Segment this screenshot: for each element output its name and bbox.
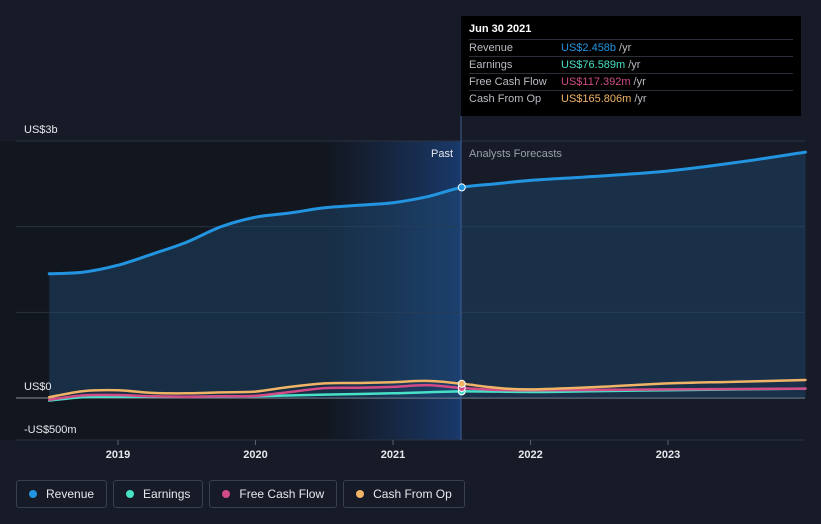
tooltip-unit: /yr xyxy=(634,93,647,105)
series-line-revenue xyxy=(47,150,807,276)
marker-revenue xyxy=(457,183,466,192)
legend-item-cash-from-op[interactable]: Cash From Op xyxy=(343,480,465,508)
chart-legend: Revenue Earnings Free Cash Flow Cash Fro… xyxy=(16,480,465,508)
legend-dot-icon xyxy=(126,490,135,498)
current-markers xyxy=(457,183,466,396)
x-tick-label: 2020 xyxy=(243,449,267,461)
marker-cash-from-op xyxy=(457,379,466,388)
past-label: Past xyxy=(431,148,453,160)
tooltip-label: Free Cash Flow xyxy=(469,76,547,88)
tooltip-value: US$2.458b xyxy=(561,42,617,54)
legend-dot-icon xyxy=(222,490,231,498)
series-lines-layer xyxy=(47,150,807,402)
tooltip-value: US$117.392m xyxy=(561,76,631,88)
legend-item-revenue[interactable]: Revenue xyxy=(16,480,108,508)
revenue-area-layer xyxy=(49,152,806,398)
data-tooltip: Jun 30 2021 Revenue US$2.458b /yr Earnin… xyxy=(461,16,801,116)
legend-dot-icon xyxy=(29,490,37,498)
legend-item-earnings[interactable]: Earnings xyxy=(113,480,204,508)
tooltip-date: Jun 30 2021 xyxy=(469,23,532,35)
tooltip-unit: /yr xyxy=(628,59,641,71)
legend-label: Revenue xyxy=(46,487,95,501)
x-tick-label: 2023 xyxy=(656,449,680,461)
y-label-top: US$3b xyxy=(24,124,58,136)
legend-label: Cash From Op xyxy=(373,487,452,501)
y-label-bottom: -US$500m xyxy=(24,424,77,436)
series-line-free-cash-flow xyxy=(48,383,807,401)
tooltip-unit: /yr xyxy=(633,76,646,88)
tooltip-label: Revenue xyxy=(469,42,514,54)
tooltip-unit: /yr xyxy=(619,42,632,54)
legend-label: Free Cash Flow xyxy=(239,487,325,501)
legend-dot-icon xyxy=(356,490,365,498)
y-label-zero: US$0 xyxy=(24,381,52,393)
x-tick-label: 2022 xyxy=(518,449,542,461)
x-tick-label: 2019 xyxy=(106,449,130,461)
legend-label: Earnings xyxy=(143,487,191,501)
tooltip-label: Cash From Op xyxy=(469,93,542,105)
tooltip-row-cash-from-op: Cash From Op US$165.806m /yr xyxy=(469,90,793,107)
x-axis-ticks: 2019 2020 2021 2022 2023 xyxy=(106,440,680,461)
tooltip-value: US$165.806m xyxy=(561,93,632,105)
legend-item-free-cash-flow[interactable]: Free Cash Flow xyxy=(209,480,338,508)
past-highlight xyxy=(323,141,461,440)
forecast-label: Analysts Forecasts xyxy=(469,148,562,160)
grid-lines xyxy=(16,140,805,441)
tooltip-value: US$76.589m xyxy=(561,59,626,71)
tooltip-row-earnings: Earnings US$76.589m /yr xyxy=(469,56,793,73)
revenue-area xyxy=(49,152,806,398)
tooltip-row-revenue: Revenue US$2.458b /yr xyxy=(469,39,793,56)
x-tick-label: 2021 xyxy=(381,449,405,461)
tooltip-row-free-cash-flow: Free Cash Flow US$117.392m /yr xyxy=(469,73,793,90)
tooltip-label: Earnings xyxy=(469,59,513,71)
series-line-cash-from-op xyxy=(48,378,807,399)
